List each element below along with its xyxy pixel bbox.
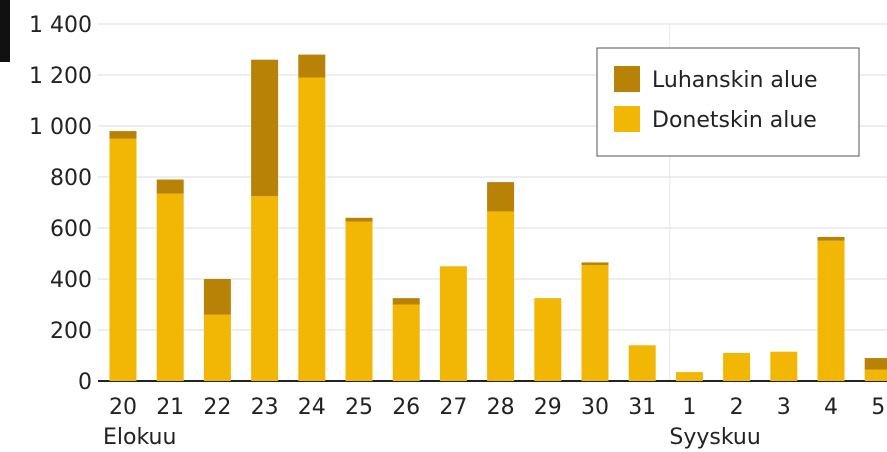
y-tick-label: 1 200: [29, 64, 92, 89]
y-tick-label: 0: [78, 370, 92, 395]
x-tick-label: 2: [730, 395, 744, 420]
y-tick-label: 600: [50, 217, 92, 242]
x-tick-label: 25: [345, 395, 373, 420]
month-label: Syyskuu: [669, 425, 760, 450]
bar-27-donetskin-alue: [439, 266, 467, 381]
bar-25-luhanskin-alue: [345, 217, 373, 222]
y-tick-label: 800: [50, 166, 92, 191]
x-tick-label: 3: [777, 395, 791, 420]
x-tick-label: 24: [298, 395, 326, 420]
x-tick-label: 5: [871, 395, 885, 420]
bar-30-donetskin-alue: [581, 264, 609, 381]
legend-swatch: [614, 66, 640, 92]
bar-1-donetskin-alue: [675, 372, 703, 381]
bar-29-donetskin-alue: [534, 298, 562, 381]
x-axis-tick-labels: 20 21 22 23 24 25 26 27 28 29 30 31 1 2 3 4 5: [109, 395, 885, 420]
bars: [109, 54, 887, 382]
bar-3-donetskin-alue: [770, 351, 798, 381]
bar-30-luhanskin-alue: [581, 262, 609, 265]
bar-23-donetskin-alue: [251, 196, 279, 381]
bar-24-luhanskin-alue: [298, 54, 326, 78]
x-tick-label: 26: [392, 395, 420, 420]
legend-label: Donetskin alue: [652, 108, 817, 133]
bar-25-donetskin-alue: [345, 221, 373, 381]
x-tick-label: 30: [581, 395, 609, 420]
bar-21-donetskin-alue: [156, 193, 184, 381]
legend-swatch: [614, 106, 640, 132]
x-tick-label: 27: [439, 395, 467, 420]
x-tick-label: 1: [682, 395, 696, 420]
bar-22-luhanskin-alue: [203, 279, 231, 315]
x-tick-label: 21: [156, 395, 184, 420]
x-tick-label: 20: [109, 395, 137, 420]
bar-23-luhanskin-alue: [251, 59, 279, 197]
edge-marker: [0, 0, 10, 62]
bar-2-donetskin-alue: [723, 352, 751, 381]
bar-22-donetskin-alue: [203, 314, 231, 381]
x-tick-label: 31: [628, 395, 656, 420]
bar-5-donetskin-alue: [864, 369, 887, 381]
y-tick-label: 1 000: [29, 115, 92, 140]
bar-4-donetskin-alue: [817, 240, 845, 381]
bar-28-donetskin-alue: [487, 211, 515, 381]
bar-4-luhanskin-alue: [817, 236, 845, 241]
legend-label: Luhanskin alue: [652, 68, 818, 93]
bar-5-luhanskin-alue: [864, 358, 887, 370]
bar-26-donetskin-alue: [392, 304, 420, 381]
bar-21-luhanskin-alue: [156, 179, 184, 194]
x-tick-label: 23: [251, 395, 279, 420]
bar-28-luhanskin-alue: [487, 182, 515, 212]
bar-20-luhanskin-alue: [109, 131, 137, 139]
legend-box: [596, 47, 860, 157]
legend: Luhanskin alue Donetskin alue: [596, 47, 860, 157]
bar-31-donetskin-alue: [628, 345, 656, 381]
x-tick-label: 28: [487, 395, 515, 420]
y-axis-tick-labels: 0 200 400 600 800 1 000 1 200 1 400: [29, 13, 92, 395]
month-label: Elokuu: [103, 425, 176, 450]
bar-20-donetskin-alue: [109, 138, 137, 381]
x-tick-label: 4: [824, 395, 838, 420]
x-tick-label: 29: [534, 395, 562, 420]
bar-26-luhanskin-alue: [392, 298, 420, 305]
y-tick-label: 200: [50, 319, 92, 344]
y-tick-label: 400: [50, 268, 92, 293]
y-tick-label: 1 400: [29, 13, 92, 38]
month-labels: Elokuu Syyskuu: [103, 425, 761, 450]
bar-24-donetskin-alue: [298, 77, 326, 382]
x-tick-label: 22: [203, 395, 231, 420]
